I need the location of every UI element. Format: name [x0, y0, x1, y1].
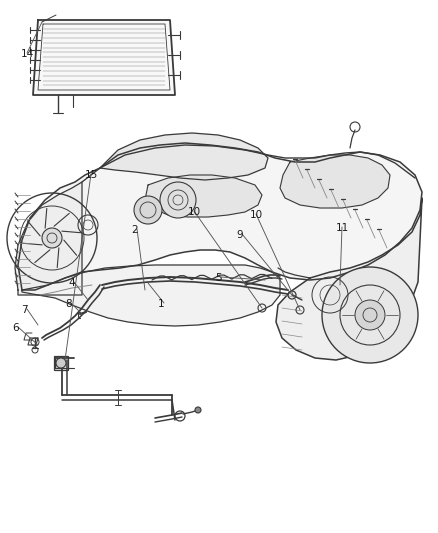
Text: 10: 10: [188, 207, 201, 217]
Circle shape: [355, 300, 385, 330]
Text: 7: 7: [21, 305, 28, 315]
Polygon shape: [280, 155, 390, 208]
Text: 11: 11: [336, 223, 349, 233]
Polygon shape: [18, 143, 422, 290]
Bar: [54, 356, 68, 370]
Text: 4: 4: [68, 278, 74, 288]
Polygon shape: [145, 175, 262, 217]
Polygon shape: [15, 182, 82, 295]
Text: 1: 1: [158, 299, 165, 309]
Polygon shape: [33, 20, 175, 95]
Circle shape: [160, 182, 196, 218]
Text: 5: 5: [215, 273, 222, 283]
Circle shape: [195, 407, 201, 413]
Text: 9: 9: [236, 230, 243, 240]
Text: 14: 14: [21, 49, 34, 59]
Text: 8: 8: [65, 299, 72, 309]
Circle shape: [134, 196, 162, 224]
Text: 10: 10: [250, 210, 263, 220]
Text: 6: 6: [12, 323, 19, 333]
Polygon shape: [100, 133, 268, 180]
Circle shape: [56, 358, 66, 368]
Text: 2: 2: [131, 225, 138, 235]
Text: 15: 15: [85, 170, 98, 180]
Circle shape: [322, 267, 418, 363]
Polygon shape: [276, 198, 422, 360]
Polygon shape: [22, 265, 280, 326]
Circle shape: [42, 228, 62, 248]
